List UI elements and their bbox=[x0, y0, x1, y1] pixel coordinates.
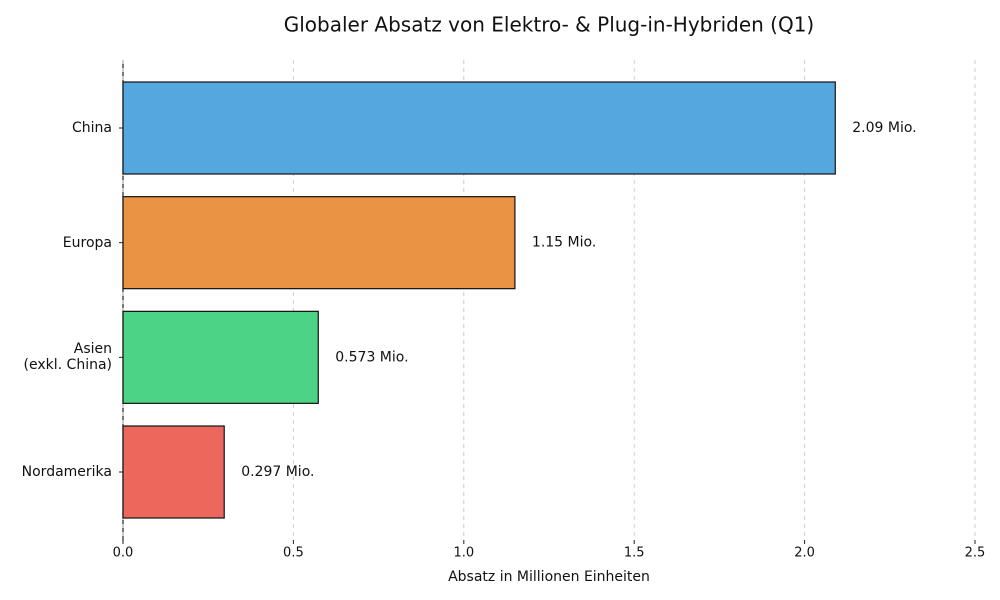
y-tick-label: Nordamerika bbox=[21, 464, 112, 480]
value-label: 0.573 Mio. bbox=[335, 349, 408, 365]
x-axis-label: Absatz in Millionen Einheiten bbox=[448, 569, 650, 585]
value-label: 1.15 Mio. bbox=[532, 235, 596, 251]
bar bbox=[122, 81, 836, 175]
value-label: 2.09 Mio. bbox=[852, 120, 916, 136]
x-tick-label: 0.5 bbox=[283, 546, 304, 561]
bar bbox=[122, 310, 319, 404]
bar bbox=[122, 196, 516, 290]
y-tick-label: China bbox=[72, 120, 112, 136]
x-tick-label: 2.5 bbox=[965, 546, 986, 561]
y-tick-label: Europa bbox=[62, 234, 112, 251]
y-tick-label: Asien (exkl. China) bbox=[23, 341, 112, 374]
x-tick-label: 0.0 bbox=[113, 546, 134, 561]
value-label: 0.297 Mio. bbox=[241, 464, 314, 480]
x-tick-label: 1.5 bbox=[624, 546, 645, 561]
chart-title: Globaler Absatz von Elektro- & Plug-in-H… bbox=[284, 13, 815, 37]
x-tick-label: 1.0 bbox=[453, 546, 474, 561]
bar bbox=[122, 425, 225, 519]
x-tick-label: 2.0 bbox=[794, 546, 815, 561]
